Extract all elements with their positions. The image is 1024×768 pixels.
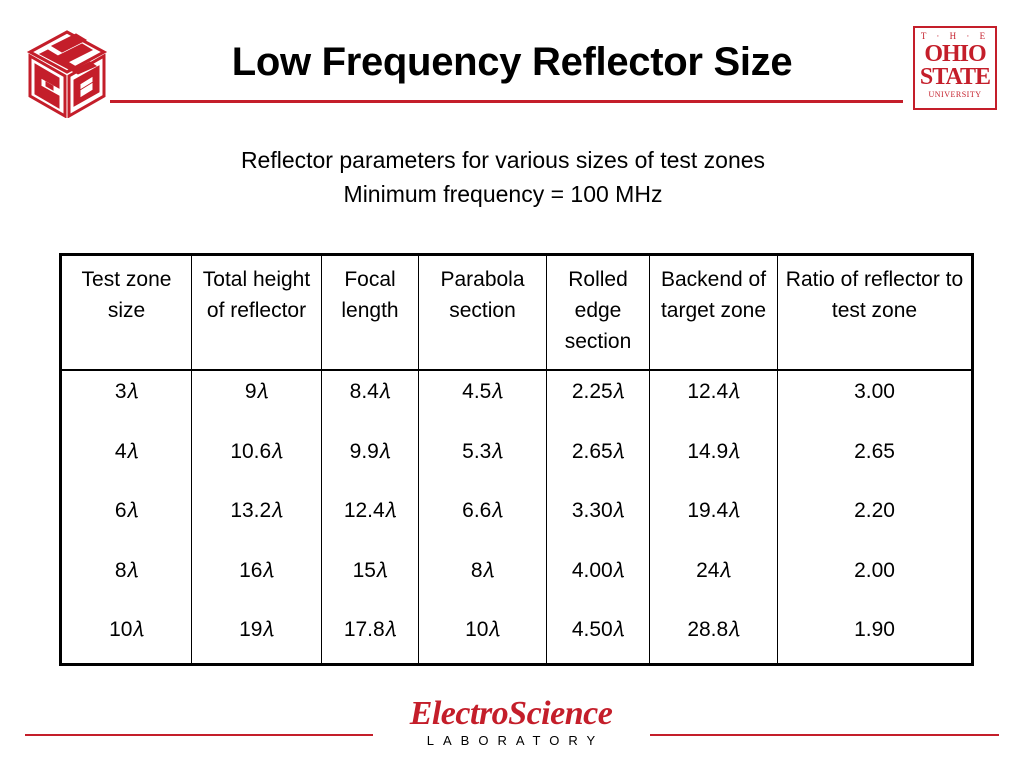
table-cell: 19𝜆	[239, 618, 274, 641]
title-divider	[110, 100, 903, 103]
table-cell: 19.4𝜆	[687, 499, 740, 522]
table-cell: 2.65	[854, 439, 895, 463]
table-cell: 6𝜆	[114, 499, 139, 522]
table-cell: 10𝜆	[109, 618, 144, 641]
table-cell: 10𝜆	[465, 618, 500, 641]
table-cell: 13.2𝜆	[230, 499, 283, 522]
osu-logo-university: UNIVERSITY	[928, 90, 982, 99]
col-ratio: 3.00 2.65 2.20 2.00 1.90	[777, 369, 973, 665]
table-cell: 6.6𝜆	[462, 499, 503, 522]
header-rolled-edge-section: Rolled edge section	[546, 254, 650, 371]
col-rolled-edge-section: 2.25𝜆 2.65𝜆 3.30𝜆 4.00𝜆 4.50𝜆	[546, 369, 650, 665]
col-focal-length: 8.4𝜆 9.9𝜆 12.4𝜆 15𝜆 17.8𝜆	[321, 369, 419, 665]
header-backend-target-zone: Backend of target zone	[649, 254, 778, 371]
col-backend-target-zone: 12.4𝜆 14.9𝜆 19.4𝜆 24𝜆 28.8𝜆	[649, 369, 778, 665]
table-cell: 10.6𝜆	[230, 439, 283, 463]
table-cell: 5.3𝜆	[462, 439, 503, 463]
cse-logo	[26, 30, 108, 118]
table-cell: 1.90	[854, 618, 895, 641]
table-cell: 9𝜆	[244, 380, 269, 403]
footer-divider-right	[650, 734, 999, 736]
osu-logo-state: STATE	[919, 64, 991, 90]
col-test-zone-size: 3𝜆 4𝜆 6𝜆 8𝜆 10𝜆	[60, 369, 192, 665]
table-header-row: Test zone size Total height of reflector…	[60, 254, 973, 371]
table-cell: 4.00𝜆	[571, 558, 625, 582]
table-cell: 28.8𝜆	[687, 618, 740, 641]
table-cell: 3𝜆	[114, 380, 139, 403]
electroscience-laboratory-logo: ElectroScience LABORATORY	[380, 696, 642, 754]
table-cell: 4.50𝜆	[571, 618, 625, 641]
ohio-state-logo: T · H · E OHIO STATE UNIVERSITY	[913, 26, 997, 110]
page-title: Low Frequency Reflector Size	[231, 40, 793, 84]
table-cell: 16𝜆	[239, 558, 274, 582]
table-cell: 8𝜆	[470, 558, 495, 582]
table-cell: 14.9𝜆	[687, 439, 740, 463]
table-cell: 17.8𝜆	[343, 618, 397, 641]
table-cell: 12.4𝜆	[343, 499, 397, 522]
header-focal-length: Focal length	[321, 254, 419, 371]
table-cell: 4𝜆	[114, 439, 139, 463]
table-body-row: 3𝜆 4𝜆 6𝜆 8𝜆 10𝜆 9𝜆 10.6𝜆 13.2𝜆 16𝜆 19𝜆 8…	[60, 369, 973, 665]
table-cell: 2.65𝜆	[571, 439, 625, 463]
esl-logo-wordmark: ElectroScience	[409, 695, 613, 732]
table-cell: 8.4𝜆	[349, 380, 391, 403]
footer-divider-left	[25, 734, 373, 736]
header-test-zone-size: Test zone size	[60, 254, 192, 371]
header-ratio: Ratio of reflector to test zone	[777, 254, 973, 371]
header-total-height: Total height of reflector	[191, 254, 322, 371]
subtitle-line-2: Minimum frequency = 100 MHz	[343, 181, 663, 207]
table-cell: 3.30𝜆	[571, 499, 625, 522]
header-parabola-section: Parabola section	[418, 254, 547, 371]
osu-logo-ohio: OHIO	[924, 41, 986, 67]
table-cell: 15𝜆	[352, 558, 388, 582]
table-cell: 2.00	[854, 558, 895, 582]
subtitle-line-1: Reflector parameters for various sizes o…	[240, 147, 766, 173]
table-cell: 9.9𝜆	[349, 439, 391, 463]
col-total-height: 9𝜆 10.6𝜆 13.2𝜆 16𝜆 19𝜆	[191, 369, 322, 665]
table-cell: 8𝜆	[114, 558, 139, 582]
table-cell: 24𝜆	[696, 558, 731, 582]
col-parabola-section: 4.5𝜆 5.3𝜆 6.6𝜆 8𝜆 10𝜆	[418, 369, 547, 665]
esl-logo-subtitle: LABORATORY	[426, 733, 605, 748]
table-cell: 2.25𝜆	[571, 380, 625, 403]
reflector-parameters-table: Test zone size Total height of reflector…	[59, 253, 974, 666]
osu-logo-the: T · H · E	[920, 31, 990, 41]
table-cell: 4.5𝜆	[462, 380, 503, 403]
table-cell: 12.4𝜆	[687, 380, 740, 403]
table-cell: 2.20	[854, 499, 895, 522]
table-cell: 3.00	[854, 380, 895, 403]
